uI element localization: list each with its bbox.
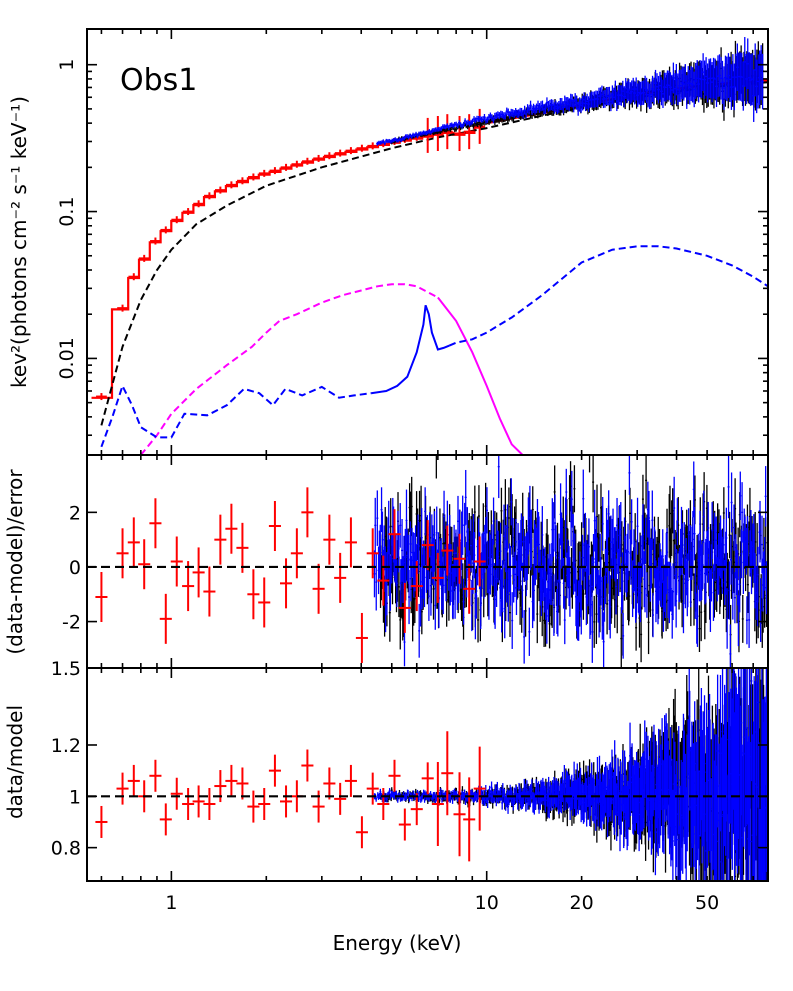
ytick-label: 1.5: [51, 658, 81, 680]
ytick-label: 0.1: [56, 196, 78, 226]
ratio-data-points: [95, 668, 768, 881]
x-axis-label: Energy (keV): [333, 931, 462, 955]
ratio-plot-area: [87, 668, 768, 881]
xtick-label: 10: [475, 892, 499, 914]
soft-componentcurve: [140, 283, 439, 455]
ytick-label: -2: [62, 612, 81, 634]
soft-component-tail-curve: [437, 296, 524, 455]
obs-label: Obs1: [120, 63, 197, 98]
ytick-label: 2: [69, 502, 81, 524]
residuals-ylabel: (data-model)/error: [3, 469, 27, 655]
xtick-label: 20: [570, 892, 594, 914]
xtick-label: 50: [695, 892, 719, 914]
reflection-componentcurve: [100, 383, 372, 448]
spectrum-ylabel: kev²(photons cm⁻² s⁻¹ keV⁻¹): [7, 96, 31, 388]
reflection-component-fe-line-curve: [370, 304, 450, 395]
ytick-label: 0: [69, 557, 81, 579]
residuals-data-points: [95, 455, 768, 668]
spectrum-panel: 0.01 0.1 1 Obs1 kev²(photons cm⁻² s⁻¹ keV⁻…: [7, 28, 769, 456]
spectrum-model-curves: [91, 79, 768, 455]
ytick-label: 1.2: [51, 735, 81, 757]
ytick-label: 0.8: [51, 838, 81, 860]
ratio-frame: [86, 667, 769, 882]
spectrum-plot-area: [91, 37, 768, 455]
xtick-label: 1: [165, 892, 177, 914]
spectrum-data-points: [96, 37, 764, 401]
ytick-label: 1: [56, 59, 78, 71]
ytick-label: 1: [69, 786, 81, 808]
ytick-label: 0.01: [56, 337, 78, 379]
ratio-panel: 0.8 1 1.2 1.5 1 10 20 50 data/model Energy (keV…: [3, 658, 769, 955]
residuals-panel: -2 0 2 (data-model)/error: [3, 454, 769, 669]
reflection-component-hump-curve: [448, 245, 768, 347]
ratio-ylabel: data/model: [3, 705, 27, 819]
residuals-plot-area: [87, 455, 768, 668]
